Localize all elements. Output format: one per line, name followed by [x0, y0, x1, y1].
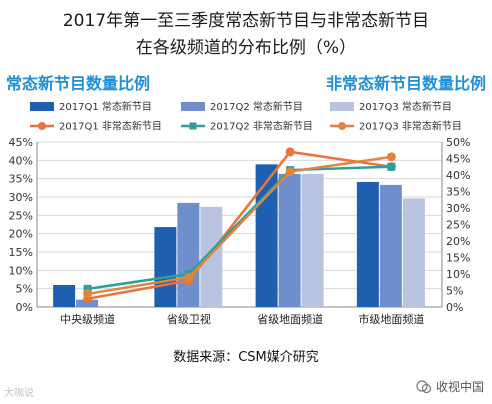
legend-swatch: [330, 102, 354, 111]
category-label: 市级地面频道: [358, 312, 424, 326]
bar: [278, 173, 301, 307]
right-tick-label: 30%: [446, 202, 470, 215]
left-tick-label: 35%: [9, 173, 33, 186]
left-tick-label: 30%: [9, 191, 33, 204]
category-label: 省级地面频道: [257, 312, 323, 326]
line-point: [83, 289, 93, 299]
bar: [154, 227, 177, 307]
right-tick-label: 0%: [446, 301, 463, 314]
right-tick-label: 40%: [446, 169, 470, 182]
bar: [402, 198, 425, 307]
left-tick-label: 5%: [16, 283, 33, 296]
right-tick-label: 50%: [446, 136, 470, 149]
bar: [379, 184, 402, 307]
right-tick-label: 15%: [446, 252, 470, 265]
line-point: [386, 152, 396, 162]
legend-marker: [189, 122, 197, 130]
bar: [301, 173, 324, 307]
right-tick-label: 10%: [446, 268, 470, 281]
data-source-note: 数据来源：CSM媒介研究: [173, 350, 319, 365]
bar: [76, 299, 99, 307]
right-tick-label: 5%: [446, 285, 463, 298]
category-label: 省级卫视: [167, 312, 211, 326]
left-tick-label: 40%: [9, 154, 33, 167]
legend-label: 2017Q1 常态新节目: [59, 100, 152, 113]
series-line: [87, 165, 392, 291]
line-point: [83, 284, 92, 293]
chart-title-line1: 2017年第一至三季度常态新节目与非常态新节目: [62, 11, 430, 31]
legend-label: 2017Q3 非常态新节目: [359, 120, 462, 133]
line-point: [285, 167, 295, 177]
right-tick-label: 25%: [446, 219, 470, 232]
line-point: [387, 162, 396, 171]
legend-label: 2017Q2 非常态新节目: [210, 120, 313, 133]
bar: [53, 285, 76, 307]
right-tick-label: 20%: [446, 235, 470, 248]
left-tick-label: 25%: [9, 209, 33, 222]
right-tick-label: 45%: [446, 153, 470, 166]
line-point: [184, 272, 194, 282]
wechat-icon: [416, 379, 432, 393]
line-point: [285, 147, 295, 157]
category-labels: 中央级频道 省级卫视 省级地面频道 市级地面频道: [60, 312, 424, 326]
legend-label: 2017Q2 常态新节目: [210, 100, 303, 113]
series-line: [87, 155, 392, 296]
left-axis-title: 常态新节目数量比例: [6, 74, 151, 93]
bar: [200, 206, 223, 307]
watermark-left: 大咖说: [4, 388, 34, 399]
right-tick-label: 35%: [446, 186, 470, 199]
legend-marker: [38, 122, 46, 130]
chart-title-line2: 在各级频道的分布比例（%）: [135, 38, 357, 58]
legend-marker: [338, 122, 346, 130]
category-label: 中央级频道: [60, 312, 115, 326]
series-line: [87, 150, 392, 300]
watermark-right-text: 收视中国: [435, 380, 484, 394]
watermark-right: 收视中国: [416, 378, 484, 395]
bar: [356, 181, 379, 307]
line-group: [83, 147, 396, 304]
legend-label: 2017Q1 非常态新节目: [59, 120, 162, 133]
bar: [177, 202, 200, 307]
legend-swatch: [30, 102, 54, 111]
legend-label: 2017Q3 常态新节目: [359, 100, 452, 113]
right-axis-title: 非常态新节目数量比例: [325, 74, 486, 93]
left-tick-label: 45%: [9, 136, 33, 149]
left-tick-label: 0%: [16, 301, 33, 314]
legend-swatch: [181, 102, 205, 111]
left-tick-label: 15%: [9, 246, 33, 259]
left-tick-label: 20%: [9, 228, 33, 241]
tick-labels: 0% 5% 10% 15% 20% 25% 30% 35% 40% 45% 0% 5% 10% 15% 20…: [9, 136, 471, 314]
left-tick-label: 10%: [9, 264, 33, 277]
legend: 2017Q1 常态新节目 2017Q2 常态新节目 2017Q3 常态新节目 2017…: [30, 100, 462, 133]
